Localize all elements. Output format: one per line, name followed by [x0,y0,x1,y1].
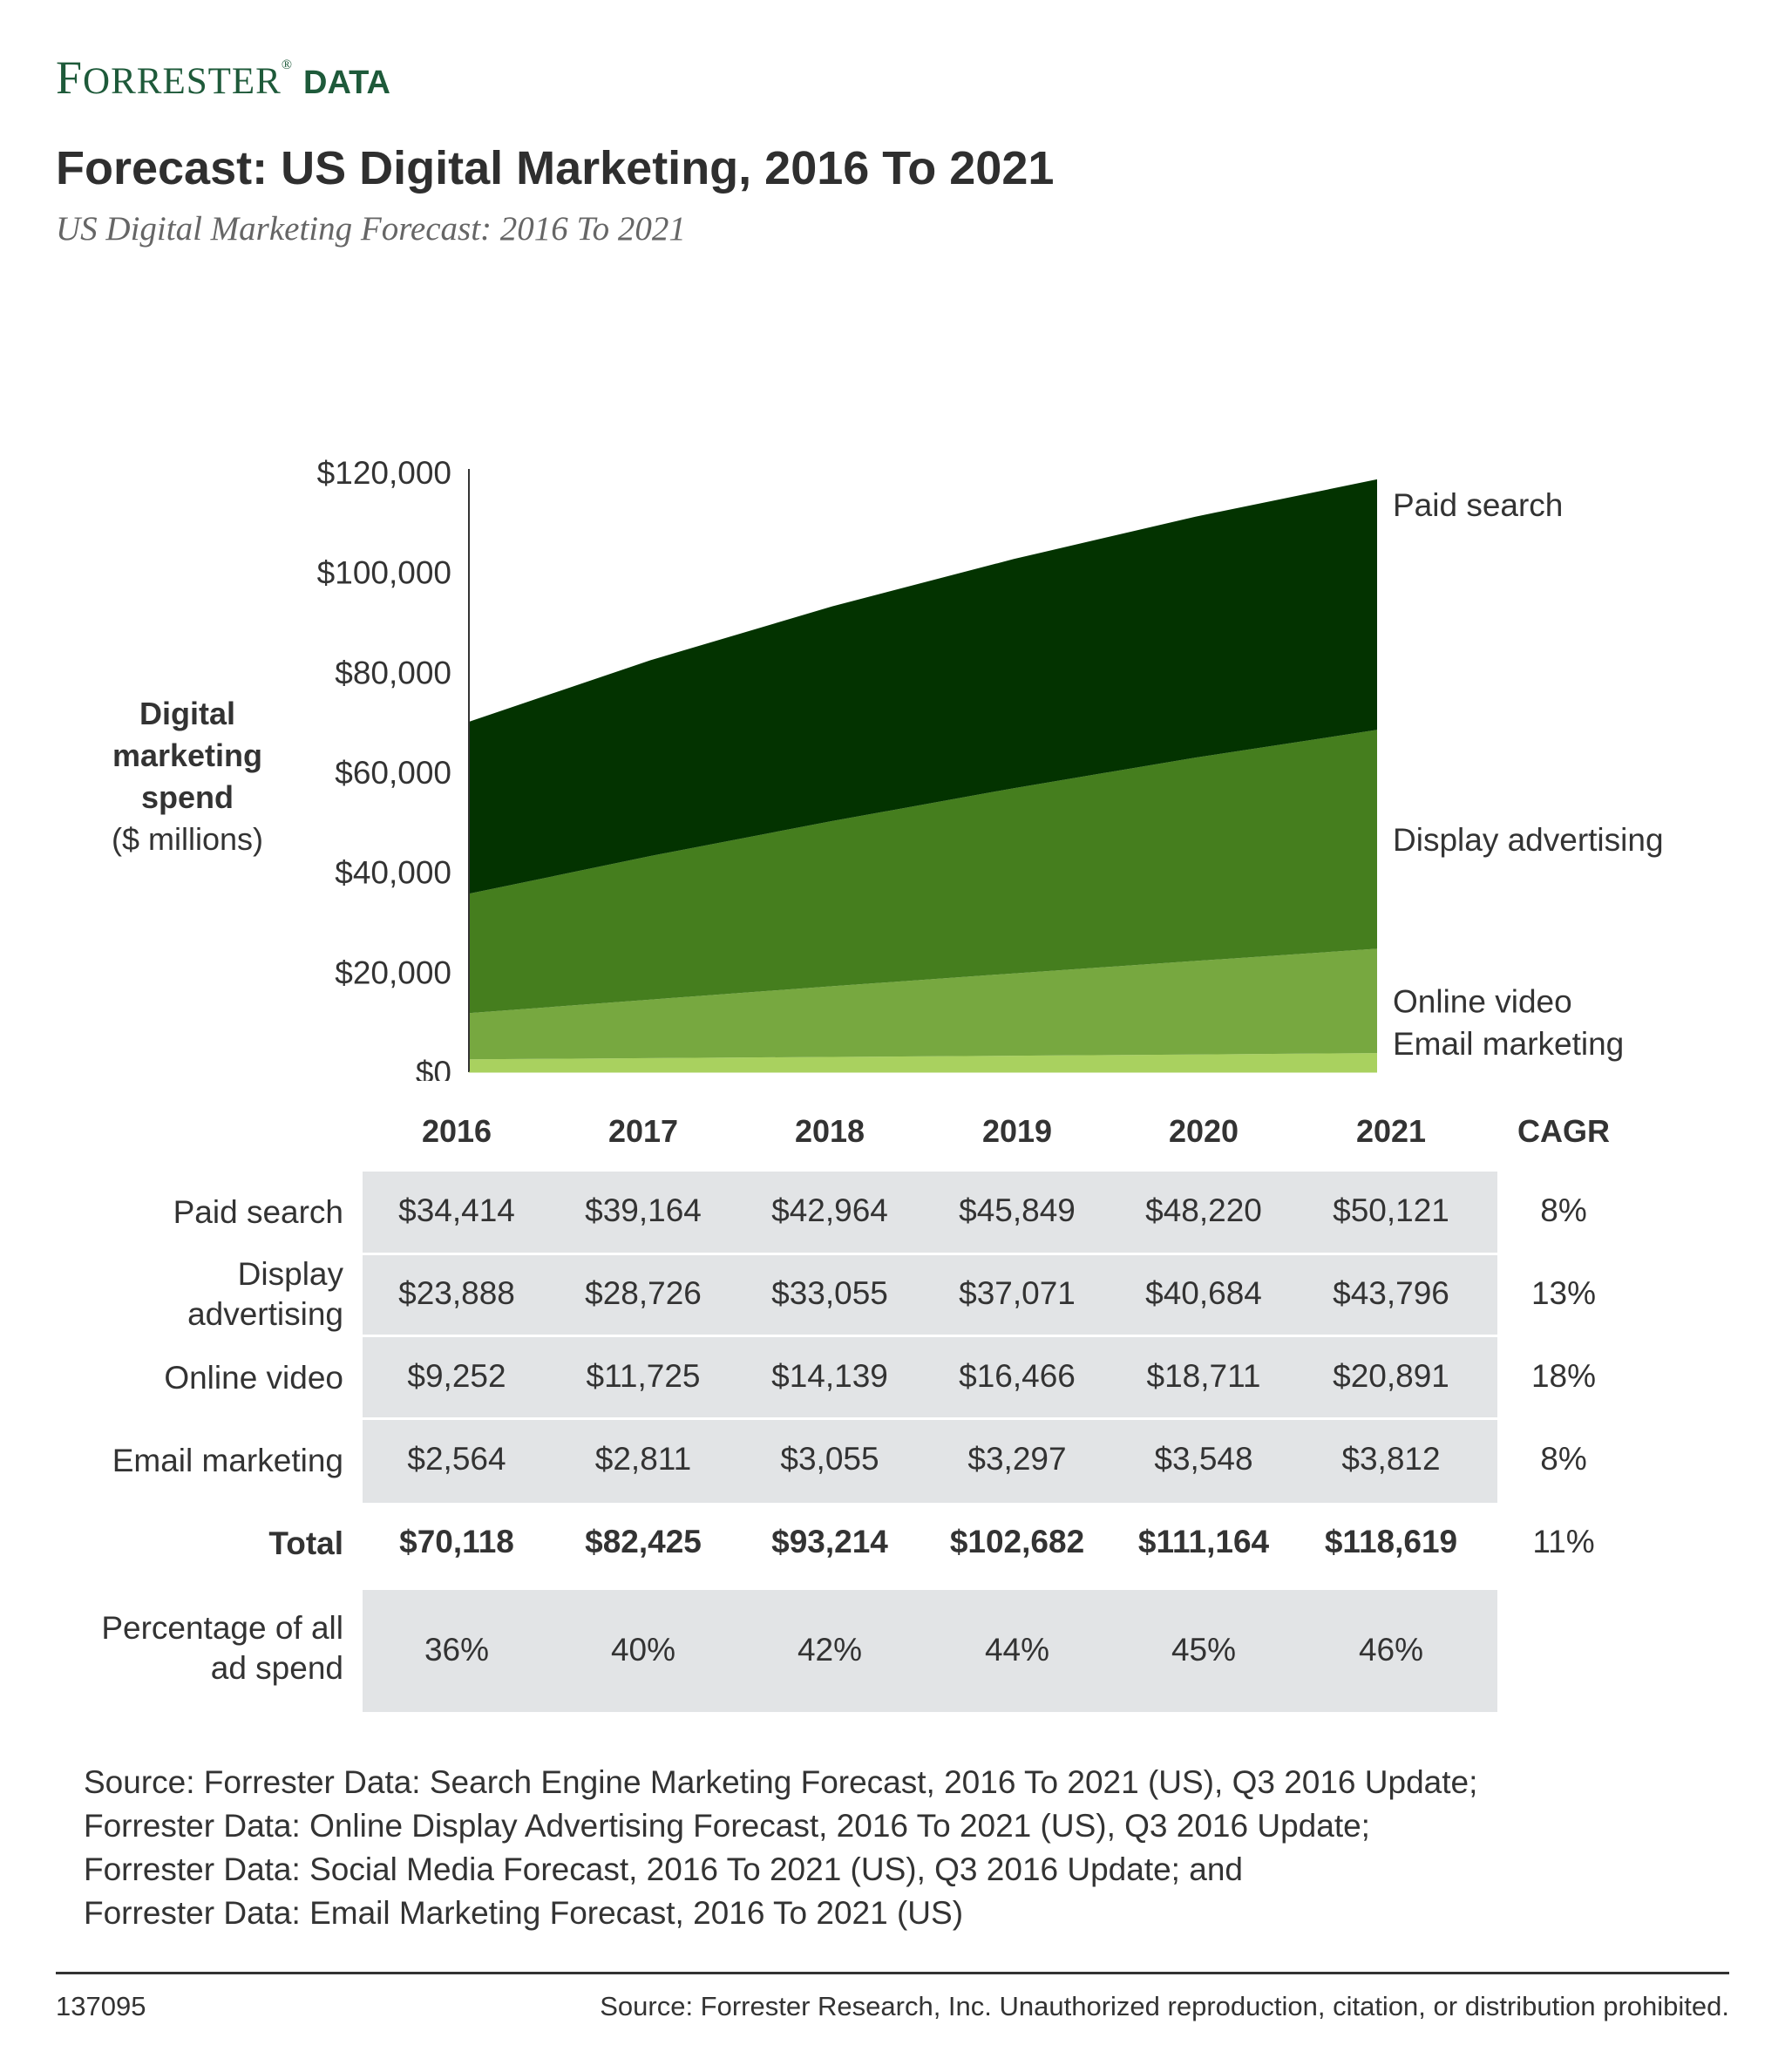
source-line: Forrester Data: Social Media Forecast, 2… [84,1851,1243,1887]
total-label: Total [268,1525,343,1561]
table-cell: $3,548 [1154,1441,1253,1477]
y-tick-label: $40,000 [335,855,451,891]
table-cell: $3,297 [967,1441,1067,1477]
column-header-2021: 2021 [1355,1113,1427,1149]
source-line: Forrester Data: Online Display Advertisi… [84,1808,1370,1844]
source-line: Forrester Data: Email Marketing Forecast… [84,1895,964,1931]
table-cell: $18,711 [1146,1358,1261,1394]
table-cell: $11,725 [586,1358,701,1394]
column-header-cagr: CAGR [1517,1113,1610,1149]
stacked-area-chart: Email marketing Online video Display adver… [317,455,1664,1081]
total-cell: $111,164 [1137,1524,1270,1559]
area-online-video [469,948,1377,1060]
y-tick-label: $60,000 [335,755,451,791]
cagr-cell: 8% [1540,1192,1587,1228]
cagr-cell: 18% [1530,1358,1597,1394]
chart-subtitle: US Digital Marketing Forecast: 2016 To 2… [56,210,686,248]
total-cell: $82,425 [585,1524,702,1559]
table-cell: $45,849 [959,1192,1076,1228]
source-notes: Source: Forrester Data: Search Engine Ma… [84,1761,1477,1935]
chart-title: Forecast: US Digital Marketing, 2016 To … [56,142,1055,194]
table-cell: $37,071 [959,1275,1076,1311]
percentage-cell: 40% [610,1632,676,1668]
row-label: Online video [164,1360,343,1396]
percentage-cell: 46% [1358,1632,1424,1668]
table-cell: $2,564 [407,1441,506,1477]
cagr-cell: 13% [1530,1275,1597,1311]
row-separator [363,1417,1497,1420]
percentage-cell: 42% [797,1632,863,1668]
total-cell: $118,619 [1324,1524,1458,1559]
table-cell: $2,811 [594,1441,692,1477]
footer-id: 137095 [56,1991,146,2021]
y-tick-label: $120,000 [317,455,451,491]
footer-divider [56,1972,1729,1974]
y-axis-label: Digital marketing spend ($ millions) [83,693,292,860]
table-cell: $42,964 [771,1192,888,1228]
y-axis-label-unit: ($ millions) [111,821,264,857]
forrester-logo: FORRESTER® DATA [56,51,390,105]
column-header-2017: 2017 [607,1113,679,1149]
series-label-display-advertising: Display advertising [1393,822,1664,858]
row-separator [363,1253,1497,1255]
source-line: Source: Forrester Data: Search Engine Ma… [84,1764,1478,1800]
percentage-cell: 36% [424,1632,490,1668]
table-cell: $33,055 [771,1275,888,1311]
table-cell: $14,139 [771,1358,888,1394]
table-cell: $48,220 [1145,1192,1262,1228]
table-cell: $43,796 [1333,1275,1449,1311]
area-display-advertising [469,730,1377,1014]
percentage-label: Percentage of all ad spend [101,1610,343,1686]
series-label-paid-search: Paid search [1393,487,1563,523]
cagr-cell: 8% [1540,1441,1587,1477]
table-body-background [363,1172,1497,1503]
row-label: Paid search [173,1194,343,1230]
percentage-cell: 44% [984,1632,1050,1668]
percentage-cell: 45% [1171,1632,1237,1668]
table-cell: $40,684 [1145,1275,1262,1311]
row-label: Email marketing [112,1443,343,1478]
total-cell: $102,682 [949,1524,1085,1559]
footer-copyright: Source: Forrester Research, Inc. Unautho… [600,1991,1729,2021]
brand-suffix: DATA [303,65,390,101]
table-cell: $20,891 [1333,1358,1449,1394]
table-cell: $3,812 [1341,1441,1441,1477]
row-label: Display advertising [187,1256,343,1332]
table-cell: $3,055 [780,1441,879,1477]
table-cell: $28,726 [585,1275,702,1311]
total-cell: $93,214 [771,1524,888,1559]
table-cell: $39,164 [585,1192,702,1228]
table-cell: $34,414 [398,1192,515,1228]
column-header-2019: 2019 [981,1113,1053,1149]
percentage-row-background [363,1590,1497,1712]
table-cell: $9,252 [407,1358,506,1394]
series-label-online-video: Online video [1393,983,1572,1019]
table-cell: $16,466 [959,1358,1076,1394]
table-cell: $23,888 [398,1275,515,1311]
column-header-2020: 2020 [1168,1113,1239,1149]
brand-name: FORRESTER® [56,51,294,104]
area-paid-search [469,479,1377,894]
row-separator [363,1335,1497,1337]
y-tick-label: $20,000 [335,954,451,990]
column-header-2018: 2018 [794,1113,865,1149]
column-header-2016: 2016 [421,1113,492,1149]
y-axis-label-main: Digital marketing spend [112,696,263,815]
series-label-email-marketing: Email marketing [1393,1026,1624,1062]
y-tick-label: $80,000 [335,655,451,690]
area-email-marketing [469,1053,1377,1072]
table-cell: $50,121 [1333,1192,1449,1228]
y-tick-label: $100,000 [317,555,451,591]
total-cagr-cell: 11% [1532,1524,1595,1559]
total-cell: $70,118 [399,1524,514,1559]
y-tick-label: $0 [416,1055,451,1081]
